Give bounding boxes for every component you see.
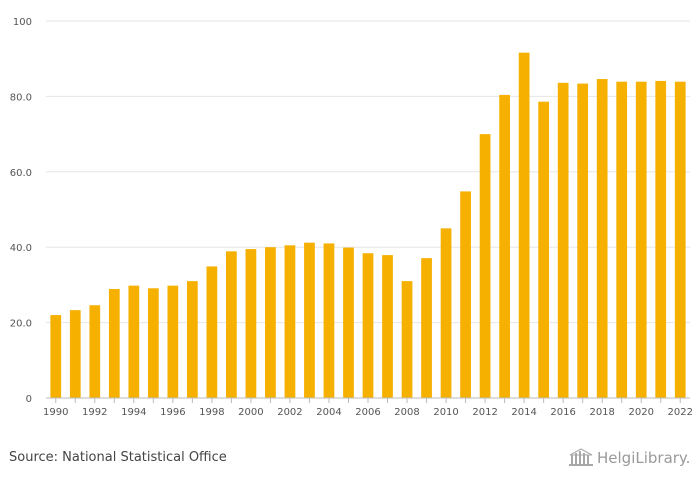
bar-2016[interactable] <box>557 82 569 398</box>
x-tick-label: 1990 <box>43 407 68 418</box>
y-tick-label: 80.0 <box>10 92 32 103</box>
bar-2014[interactable] <box>518 52 530 398</box>
bar-2020[interactable] <box>635 81 647 399</box>
bar-2007[interactable] <box>382 255 393 398</box>
bar-2000[interactable] <box>245 249 257 398</box>
bar-2019[interactable] <box>616 81 628 399</box>
bar-1993[interactable] <box>108 289 120 398</box>
x-tick-label: 1994 <box>121 407 146 418</box>
bar-1996[interactable] <box>167 285 179 398</box>
x-tick-label: 1996 <box>160 407 185 418</box>
bar-1990[interactable] <box>50 315 62 398</box>
bar-2003[interactable] <box>304 242 315 398</box>
x-tick-label: 2022 <box>668 407 693 418</box>
bar-2012[interactable] <box>479 134 491 398</box>
source-note: Source: National Statistical Office <box>9 450 227 465</box>
x-tick-label: 2014 <box>511 407 536 418</box>
bar-2005[interactable] <box>343 247 354 398</box>
bar-2001[interactable] <box>265 247 276 398</box>
bar-2010[interactable] <box>440 228 452 398</box>
bar-2015[interactable] <box>538 101 550 398</box>
bar-2008[interactable] <box>401 281 413 398</box>
bar-2021[interactable] <box>655 80 667 399</box>
x-tick-label: 2012 <box>472 407 497 418</box>
x-tick-label: 2006 <box>355 407 380 418</box>
bar-1991[interactable] <box>69 310 81 398</box>
x-tick-label: 2004 <box>316 407 341 418</box>
x-tick-label: 1998 <box>199 407 224 418</box>
y-tick-label: 20.0 <box>10 319 32 330</box>
bar-2002[interactable] <box>284 245 296 398</box>
x-tick-label: 2016 <box>550 407 575 418</box>
bar-2006[interactable] <box>362 253 374 398</box>
bar-2017[interactable] <box>577 83 589 398</box>
x-tick-label: 1992 <box>82 407 107 418</box>
y-axis-ticks: 0 20.0 40.0 60.0 80.0 100 <box>10 17 32 405</box>
x-tick-label: 2018 <box>589 407 614 418</box>
x-tick-label: 2000 <box>238 407 263 418</box>
y-tick-label: 40.0 <box>10 243 32 254</box>
bar-1995[interactable] <box>147 288 159 398</box>
library-building-icon <box>569 448 593 466</box>
x-tick-label: 2020 <box>628 407 653 418</box>
x-tick-label: 2002 <box>277 407 302 418</box>
y-tick-label: 100 <box>13 17 32 28</box>
bar-1992[interactable] <box>89 305 101 398</box>
x-axis-ticks: 1990 1992 1994 1996 1998 2000 2002 2004 2006 2008… <box>43 398 693 418</box>
logo-text: HelgiLibrary. <box>597 449 691 467</box>
bar-1994[interactable] <box>128 285 140 398</box>
bars <box>50 52 686 399</box>
x-tick-label: 2008 <box>394 407 419 418</box>
bar-1998[interactable] <box>206 266 218 398</box>
bar-2018[interactable] <box>596 79 608 399</box>
bar-2004[interactable] <box>323 243 335 398</box>
bar-1999[interactable] <box>226 251 237 398</box>
bar-1997[interactable] <box>186 281 198 398</box>
bar-2011[interactable] <box>460 191 471 398</box>
bar-2009[interactable] <box>421 258 432 398</box>
bar-2013[interactable] <box>499 94 510 398</box>
y-tick-label: 60.0 <box>10 168 32 179</box>
x-tick-label: 2010 <box>433 407 458 418</box>
helgilibrary-logo: HelgiLibrary. <box>568 448 690 468</box>
y-tick-label: 0 <box>26 394 32 405</box>
bar-2022[interactable] <box>674 81 686 399</box>
